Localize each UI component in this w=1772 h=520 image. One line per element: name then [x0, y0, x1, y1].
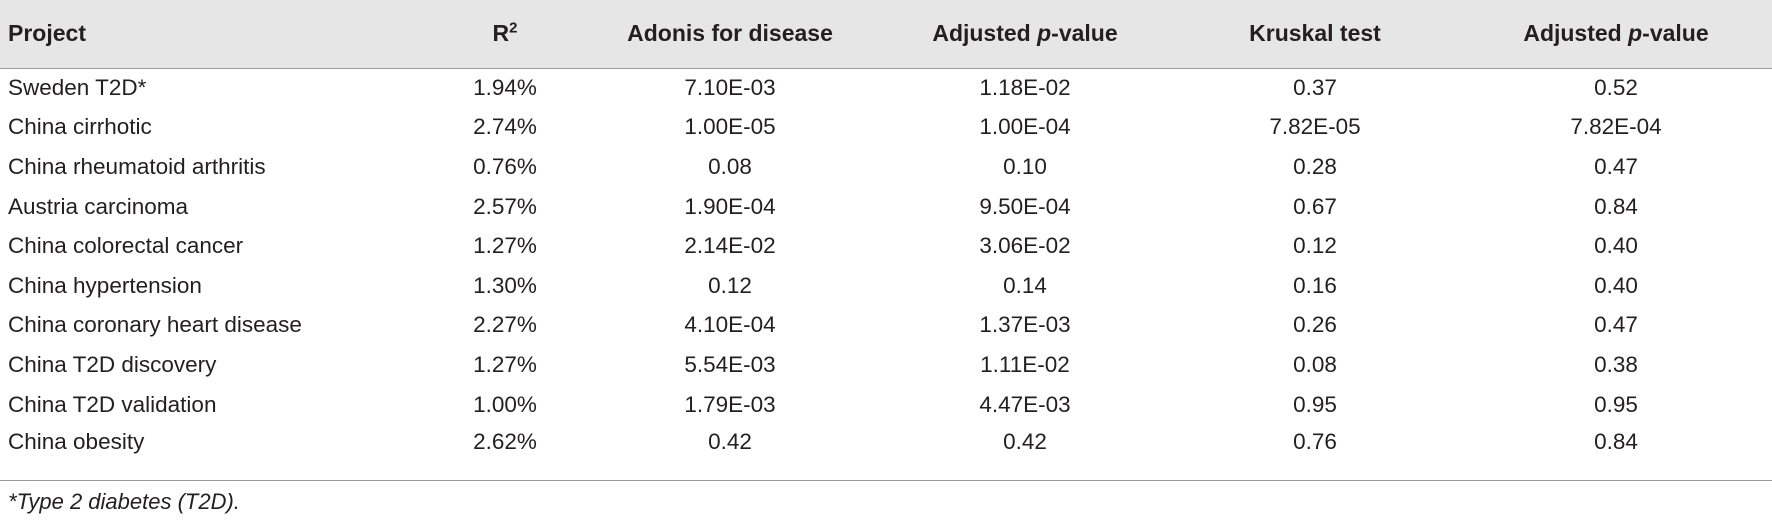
cell-r2: 1.27% [473, 351, 537, 377]
table-row: Austria carcinoma 2.57% 1.90E-04 9.50E-0… [0, 187, 1772, 227]
cell-adjusted-p-value-1: 1.00E-04 [979, 114, 1071, 140]
cell-r2: 1.27% [473, 233, 537, 259]
header-r2: R2 [430, 0, 580, 68]
header-adj2-prefix: Adjusted [1523, 20, 1629, 47]
cell-r2: 2.62% [473, 429, 537, 455]
cell-project: China cirrhotic [8, 114, 152, 140]
table-row: China rheumatoid arthritis 0.76% 0.08 0.… [0, 147, 1772, 187]
cell-r2: 1.30% [473, 272, 537, 298]
cell-project: China colorectal cancer [8, 233, 244, 259]
cell-adjusted-p-value-2: 0.47 [1594, 153, 1638, 179]
cell-adjusted-p-value-1: 0.14 [1003, 272, 1047, 298]
cell-kruskal: 7.82E-05 [1269, 114, 1361, 140]
cell-adjusted-p-value-1: 9.50E-04 [979, 193, 1071, 219]
table-footnote: *Type 2 diabetes (T2D). [8, 489, 240, 514]
cell-project: China T2D validation [8, 391, 217, 417]
header-adj1-suffix: -value [1051, 20, 1118, 47]
cell-r2: 0.76% [473, 153, 537, 179]
cell-adjusted-p-value-2: 0.84 [1594, 193, 1638, 219]
cell-kruskal: 0.67 [1293, 193, 1337, 219]
table-row: China T2D validation 1.00% 1.79E-03 4.47… [0, 385, 1772, 425]
cell-kruskal: 0.28 [1293, 153, 1337, 179]
cell-adjusted-p-value-1: 1.11E-02 [980, 351, 1070, 377]
cell-kruskal: 0.08 [1293, 351, 1337, 377]
cell-kruskal: 0.95 [1293, 391, 1337, 417]
cell-adonis: 2.14E-02 [684, 233, 776, 259]
table-row: China colorectal cancer 1.27% 2.14E-02 3… [0, 226, 1772, 266]
cell-project: China T2D discovery [8, 351, 217, 377]
cell-adonis: 1.00E-05 [684, 114, 776, 140]
cell-project: China coronary heart disease [8, 312, 302, 338]
header-adonis-label: Adonis for disease [627, 20, 833, 47]
table-header-background [0, 0, 1772, 68]
cell-adjusted-p-value-1: 4.47E-03 [979, 391, 1071, 417]
header-project-label: Project [8, 20, 86, 47]
cell-adonis: 1.79E-03 [684, 391, 776, 417]
cell-r2: 2.74% [473, 114, 537, 140]
header-r2-superscript: 2 [509, 19, 518, 37]
cell-adonis: 0.08 [708, 153, 752, 179]
cell-r2: 1.94% [473, 75, 537, 101]
cell-adjusted-p-value-2: 0.40 [1594, 233, 1638, 259]
cell-kruskal: 0.37 [1293, 75, 1337, 101]
cell-adjusted-p-value-1: 1.18E-02 [979, 75, 1071, 101]
cell-adjusted-p-value-2: 7.82E-04 [1570, 114, 1662, 140]
cell-adonis: 7.10E-03 [684, 75, 776, 101]
cell-adjusted-p-value-2: 0.52 [1594, 75, 1638, 101]
cell-adonis: 0.42 [708, 429, 752, 455]
cell-project: Austria carcinoma [8, 193, 189, 219]
header-project: Project [0, 0, 430, 68]
cell-project: China rheumatoid arthritis [8, 153, 266, 179]
cell-project: China obesity [8, 429, 145, 455]
cell-adonis: 0.12 [708, 272, 752, 298]
header-kruskal: Kruskal test [1170, 0, 1460, 68]
cell-adjusted-p-value-2: 0.40 [1594, 272, 1638, 298]
table-bottom-rule [0, 480, 1772, 481]
cell-r2: 2.27% [473, 312, 537, 338]
cell-adjusted-p-value-2: 0.47 [1594, 312, 1638, 338]
cell-adonis: 4.10E-04 [684, 312, 776, 338]
cell-adjusted-p-value-1: 0.10 [1003, 153, 1047, 179]
cell-kruskal: 0.26 [1293, 312, 1337, 338]
header-kruskal-label: Kruskal test [1249, 20, 1381, 47]
table-row: China hypertension 1.30% 0.12 0.14 0.16 … [0, 266, 1772, 306]
table-header-row: Project R2 Adonis for disease Adjusted p… [0, 0, 1772, 68]
header-adonis: Adonis for disease [580, 0, 880, 68]
header-r2-base: R [492, 20, 510, 47]
cell-adjusted-p-value-2: 0.38 [1594, 351, 1638, 377]
table-row: China obesity 2.62% 0.42 0.42 0.76 0.84 [0, 424, 1772, 464]
cell-r2: 1.00% [473, 391, 537, 417]
header-adj2-italic: p [1628, 20, 1643, 47]
cell-adonis: 1.90E-04 [684, 193, 776, 219]
cell-adonis: 5.54E-03 [684, 351, 776, 377]
cell-r2: 2.57% [473, 193, 537, 219]
table-row: China coronary heart disease 2.27% 4.10E… [0, 306, 1772, 346]
cell-project: Sweden T2D* [8, 75, 147, 101]
table-row: Sweden T2D* 1.94% 7.10E-03 1.18E-02 0.37… [0, 68, 1772, 108]
header-adj1-prefix: Adjusted [932, 20, 1038, 47]
cell-project: China hypertension [8, 272, 202, 298]
table-row: China cirrhotic 2.74% 1.00E-05 1.00E-04 … [0, 108, 1772, 148]
table-row: China T2D discovery 1.27% 5.54E-03 1.11E… [0, 345, 1772, 385]
cell-adjusted-p-value-2: 0.95 [1594, 391, 1638, 417]
cell-adjusted-p-value-1: 3.06E-02 [979, 233, 1071, 259]
cell-kruskal: 0.12 [1293, 233, 1337, 259]
cell-adjusted-p-value-1: 0.42 [1003, 429, 1047, 455]
header-adjusted-p-value-1: Adjusted p-value [880, 0, 1170, 68]
cell-adjusted-p-value-2: 0.84 [1594, 429, 1638, 455]
results-table: Project R2 Adonis for disease Adjusted p… [0, 0, 1772, 464]
header-adj2-suffix: -value [1642, 20, 1709, 47]
cell-kruskal: 0.16 [1293, 272, 1337, 298]
cell-adjusted-p-value-1: 1.37E-03 [979, 312, 1071, 338]
header-adj1-italic: p [1037, 20, 1052, 47]
header-adjusted-p-value-2: Adjusted p-value [1460, 0, 1772, 68]
cell-kruskal: 0.76 [1293, 429, 1337, 455]
